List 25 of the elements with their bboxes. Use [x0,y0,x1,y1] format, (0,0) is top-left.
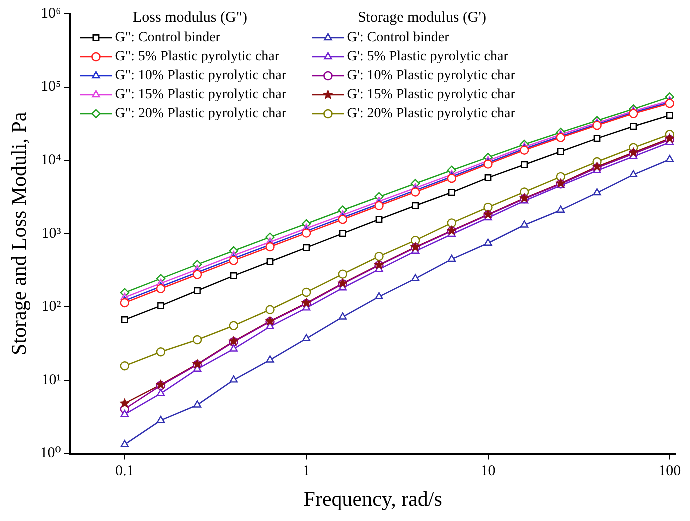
x-tick-label: 1 [302,464,310,480]
legend-label: G": 20% Plastic pyrolytic char [115,106,287,122]
x-tick-label: 0.1 [116,464,134,480]
legend-label: G': 20% Plastic pyrolytic char [347,106,516,122]
legend-label: G': 10% Plastic pyrolytic char [347,68,516,84]
y-tick-label: 10² [42,299,62,316]
x-tick-label: 10 [480,464,496,480]
x-axis-title: Frequency, rad/s [304,486,442,511]
y-tick-label: 10⁴ [40,152,62,169]
x-tick-label: 100 [658,464,682,480]
annotation: Storage modulus (G') [358,10,486,26]
legend-label: G": 5% Plastic pyrolytic char [115,50,280,65]
y-tick-label: 10³ [42,226,62,242]
y-tick-label: 10⁶ [40,6,62,22]
y-tick-label: 10¹ [42,372,62,388]
legend-label: G': 5% Plastic pyrolytic char [347,50,509,65]
legend-label: G": 10% Plastic pyrolytic char [115,68,287,84]
y-tick-label: 10⁰ [40,446,62,462]
y-axis-title: Storage and Loss Moduli, Pa [7,112,32,356]
y-tick-label: 10⁵ [40,79,62,96]
legend-label: G": 15% Plastic pyrolytic char [115,88,287,103]
legend-label: G': 15% Plastic pyrolytic char [347,88,516,103]
legend-label: G": Control binder [115,30,221,46]
legend-label: G': Control binder [347,30,450,46]
annotation: Loss modulus (G") [132,10,248,26]
